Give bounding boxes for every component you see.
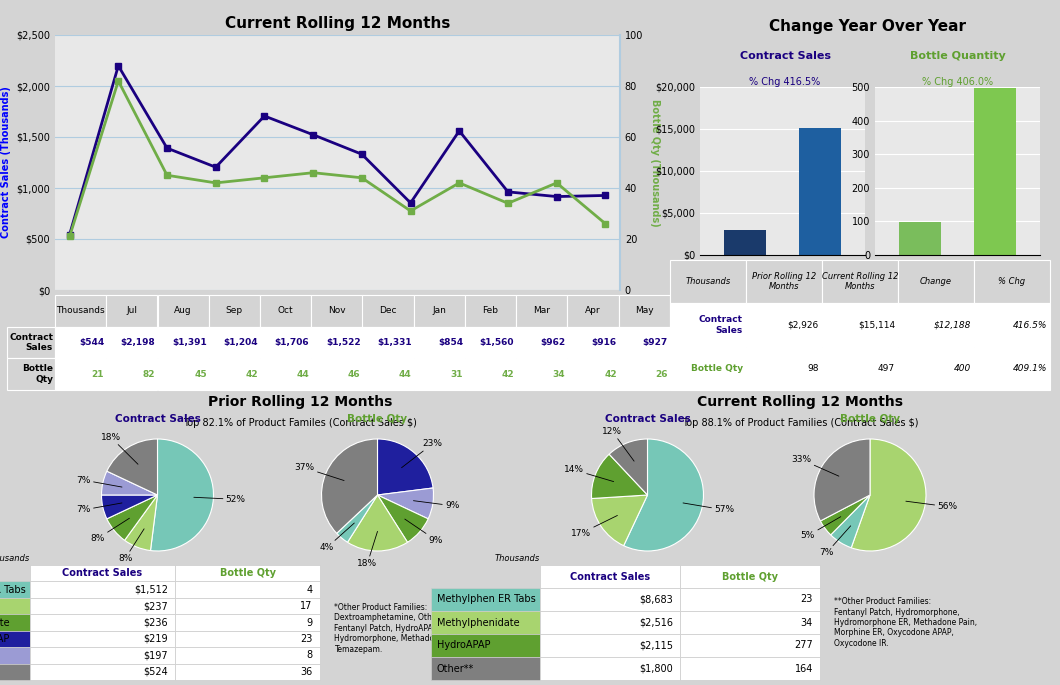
Text: 7%: 7%: [76, 503, 122, 514]
Y-axis label: Contract Sales (Thousands): Contract Sales (Thousands): [1, 86, 11, 238]
Title: Contract Sales: Contract Sales: [604, 414, 690, 424]
Text: 7%: 7%: [819, 526, 851, 558]
Text: *Other Product Families:
Dextroamphetamine, Other Generics,
Fentanyl Patch, Hydr: *Other Product Families: Dextroamphetami…: [335, 603, 479, 653]
Wedge shape: [591, 495, 648, 546]
Wedge shape: [610, 439, 648, 495]
Wedge shape: [102, 471, 158, 495]
Text: Change Year Over Year: Change Year Over Year: [768, 18, 966, 34]
Bar: [799, 128, 841, 255]
Text: 5%: 5%: [800, 516, 841, 540]
Wedge shape: [851, 439, 926, 551]
Text: 37%: 37%: [295, 463, 344, 481]
Text: 12%: 12%: [602, 427, 634, 461]
Wedge shape: [377, 488, 434, 519]
Wedge shape: [814, 439, 870, 521]
Bar: [974, 88, 1015, 255]
Wedge shape: [337, 495, 377, 543]
Wedge shape: [831, 495, 870, 548]
Text: Prior Rolling 12 Months: Prior Rolling 12 Months: [208, 395, 392, 409]
Text: 57%: 57%: [683, 503, 735, 514]
Title: Bottle Qty: Bottle Qty: [348, 414, 407, 424]
Text: Contract Sales: Contract Sales: [740, 51, 830, 62]
Title: Current Rolling 12 Months: Current Rolling 12 Months: [225, 16, 450, 31]
Text: 23%: 23%: [402, 439, 443, 468]
Text: Thousands: Thousands: [0, 553, 30, 562]
Text: 18%: 18%: [357, 532, 377, 568]
Title: Contract Sales: Contract Sales: [114, 414, 200, 424]
Title: Bottle Qty: Bottle Qty: [840, 414, 900, 424]
Text: 9%: 9%: [413, 501, 459, 510]
Text: **Other Product Families:
Fentanyl Patch, Hydromorphone,
Hydromorphone ER, Metha: **Other Product Families: Fentanyl Patch…: [834, 597, 977, 648]
Text: Thousands: Thousands: [495, 553, 540, 562]
Wedge shape: [348, 495, 407, 551]
Bar: [724, 230, 765, 255]
Bar: [899, 222, 940, 255]
Text: Current Rolling 12 Months: Current Rolling 12 Months: [697, 395, 903, 409]
Text: 8%: 8%: [90, 518, 129, 543]
Text: 56%: 56%: [906, 501, 957, 511]
Wedge shape: [125, 495, 158, 551]
Text: Bottle Quantity: Bottle Quantity: [909, 51, 1005, 62]
Wedge shape: [377, 495, 428, 543]
Wedge shape: [151, 439, 213, 551]
Text: 9%: 9%: [405, 519, 443, 545]
Text: % Chg 416.5%: % Chg 416.5%: [749, 77, 820, 86]
Text: 17%: 17%: [571, 515, 617, 538]
Wedge shape: [107, 439, 158, 495]
Wedge shape: [820, 495, 870, 535]
Wedge shape: [102, 495, 158, 519]
Text: 14%: 14%: [564, 465, 614, 482]
Text: Top 88.1% of Product Families (Contract Sales $): Top 88.1% of Product Families (Contract …: [682, 417, 918, 427]
Text: 7%: 7%: [76, 475, 122, 487]
Text: 52%: 52%: [194, 495, 246, 503]
Wedge shape: [107, 495, 158, 540]
Wedge shape: [623, 439, 704, 551]
Wedge shape: [591, 454, 648, 499]
Text: % Chg 406.0%: % Chg 406.0%: [922, 77, 993, 86]
Wedge shape: [321, 439, 377, 534]
Text: 18%: 18%: [101, 433, 138, 464]
Text: 33%: 33%: [792, 455, 838, 476]
Wedge shape: [377, 439, 434, 495]
Text: 8%: 8%: [118, 529, 144, 563]
Text: Top 82.1% of Product Familes (Contract Sales $): Top 82.1% of Product Familes (Contract S…: [183, 417, 417, 427]
Text: 4%: 4%: [320, 523, 354, 552]
Y-axis label: Bottle Qty (Thousands): Bottle Qty (Thousands): [650, 99, 660, 226]
